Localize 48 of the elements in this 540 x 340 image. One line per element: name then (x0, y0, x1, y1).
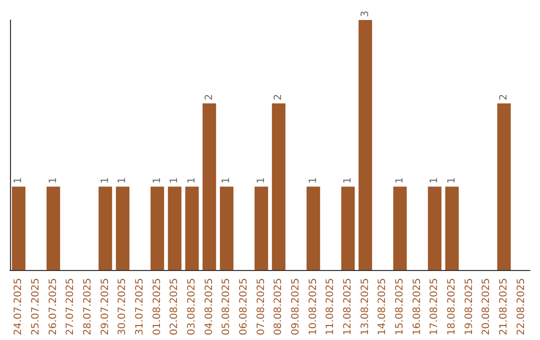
data-label: 3 (360, 10, 371, 17)
data-label: 1 (221, 177, 232, 184)
x-tick-label: 13.08.2025 (360, 278, 371, 336)
x-tick-label: 02.08.2025 (169, 278, 180, 336)
data-label: 1 (308, 177, 319, 184)
x-tick-label: 09.08.2025 (290, 278, 302, 336)
x-tick-label: 07.08.2025 (256, 278, 267, 336)
x-tick-label: 17.08.2025 (429, 278, 440, 336)
data-label: 1 (429, 177, 440, 184)
data-label: 1 (256, 177, 267, 184)
x-tick-label: 18.08.2025 (446, 278, 458, 336)
data-label: 1 (169, 177, 180, 184)
x-tick-label: 28.07.2025 (82, 278, 94, 336)
x-tick-label: 19.08.2025 (464, 278, 475, 336)
x-tick-label: 01.08.2025 (152, 278, 163, 336)
data-label: 2 (498, 94, 510, 100)
x-tick-label: 04.08.2025 (204, 278, 215, 336)
x-tick-label: 21.08.2025 (498, 278, 510, 336)
x-tick-label: 20.08.2025 (481, 278, 492, 336)
data-label: 1 (152, 177, 163, 184)
x-tick-label: 31.07.2025 (134, 278, 146, 336)
x-tick-label: 10.08.2025 (308, 278, 319, 336)
x-tick-label: 11.08.2025 (325, 278, 336, 336)
x-tick-label: 27.07.2025 (65, 278, 76, 336)
data-label: 1 (48, 177, 59, 184)
x-tick-label: 08.08.2025 (273, 278, 284, 336)
data-label: 1 (117, 177, 128, 184)
x-tick-label: 15.08.2025 (394, 278, 406, 336)
x-tick-label: 29.07.2025 (100, 278, 111, 336)
x-tick-label: 25.07.2025 (30, 278, 42, 336)
data-label: 1 (100, 177, 111, 184)
x-tick-label: 12.08.2025 (342, 278, 354, 336)
x-tick-label: 06.08.2025 (238, 278, 250, 336)
x-tick-label: 30.07.2025 (117, 278, 128, 336)
x-tick-label: 03.08.2025 (186, 278, 198, 336)
x-tick-label: 26.07.2025 (48, 278, 59, 336)
x-tick-label: 24.07.2025 (13, 278, 24, 336)
data-label: 2 (204, 94, 215, 100)
data-label: 1 (394, 177, 406, 184)
x-tick-label: 16.08.2025 (412, 278, 423, 336)
data-label: 2 (273, 94, 284, 100)
x-tick-label: 14.08.2025 (377, 278, 388, 336)
data-label: 1 (186, 177, 198, 184)
x-tick-label: 22.08.2025 (516, 278, 527, 336)
data-label: 1 (13, 177, 24, 184)
x-tick-label: 05.08.2025 (221, 278, 232, 336)
data-label: 1 (342, 177, 354, 184)
data-label: 1 (446, 177, 458, 184)
